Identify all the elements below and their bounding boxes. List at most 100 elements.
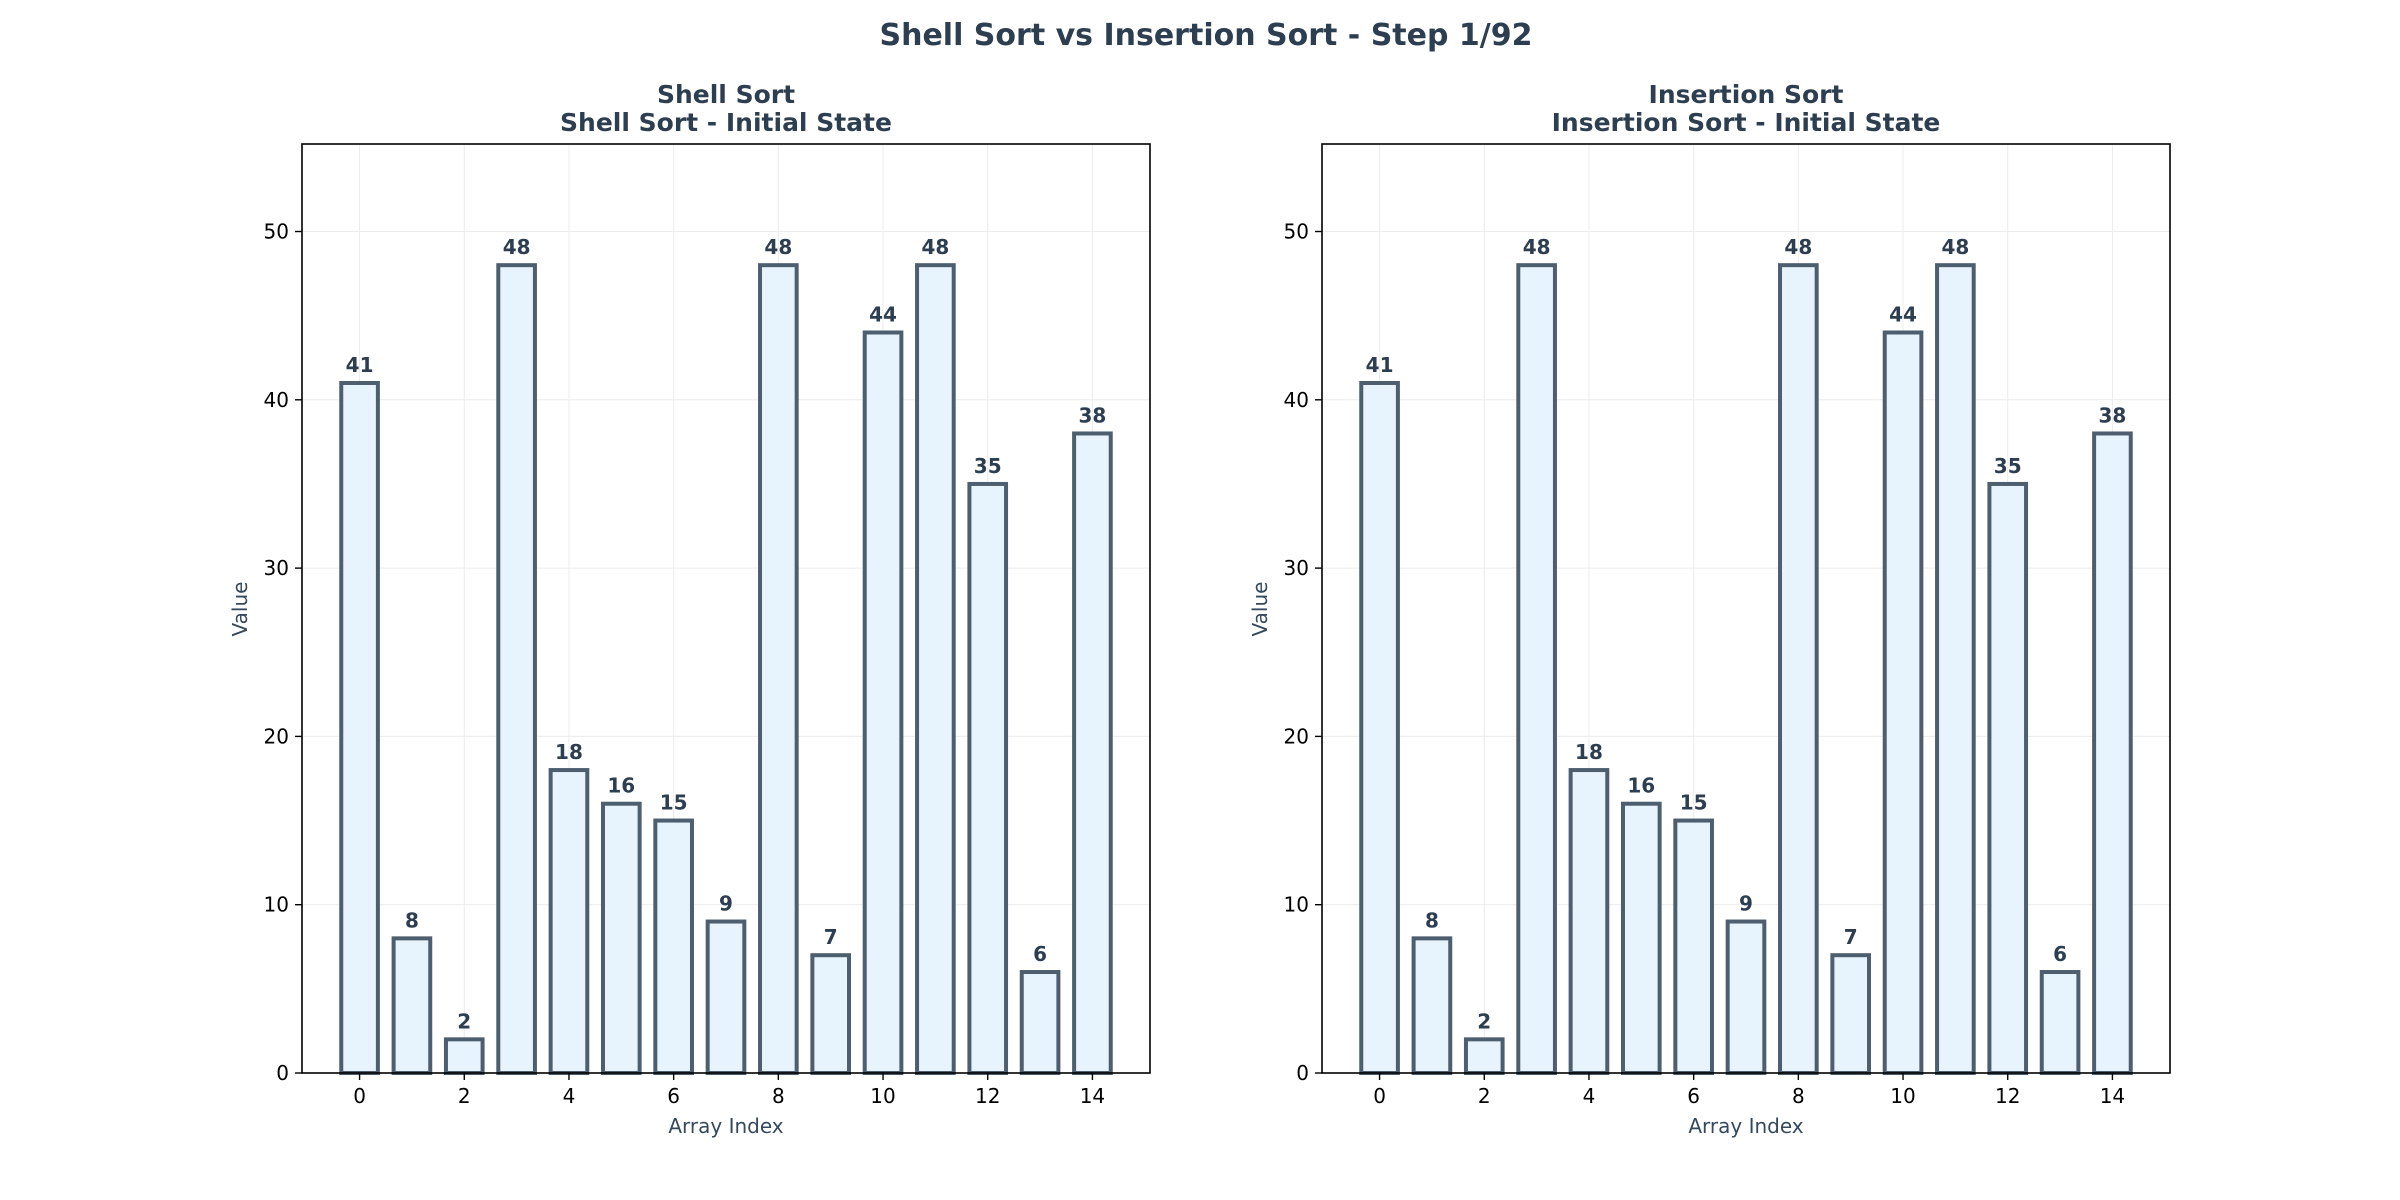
shell-sort-title: Shell Sort (657, 80, 795, 109)
shell-sort-bar (915, 263, 956, 1076)
insertion-sort-bar (1987, 481, 2029, 1075)
shell-sort-y-tick-label: 40 (264, 388, 289, 412)
shell-sort-bar-value-label: 7 (824, 925, 838, 949)
shell-sort-x-tick-label: 10 (870, 1084, 895, 1108)
shell-sort-plot-frame (301, 143, 1151, 1074)
insertion-sort-panel: Insertion Sort Insertion Sort - Initial … (1248, 80, 2171, 1138)
shell-sort-subtitle: Shell Sort - Initial State (560, 108, 892, 137)
shell-sort-x-axis-label: Array Index (668, 1114, 783, 1138)
shell-sort-x-tick-label: 2 (458, 1084, 471, 1108)
shell-sort-bar (758, 263, 799, 1076)
insertion-sort-bar-value-label: 44 (1889, 302, 1917, 326)
insertion-sort-x-tick-label: 10 (1890, 1084, 1915, 1108)
shell-sort-bar-value-label: 44 (869, 302, 897, 326)
insertion-sort-bars (1359, 263, 2133, 1076)
shell-sort-bar-value-label: 8 (405, 908, 419, 932)
insertion-sort-x-tick-label: 2 (1478, 1084, 1491, 1108)
shell-sort-y-tick-label: 0 (276, 1061, 289, 1085)
insertion-sort-x-tick-label: 6 (1687, 1084, 1700, 1108)
shell-sort-y-tick-label: 30 (264, 556, 289, 580)
shell-sort-bar-value-label: 2 (457, 1009, 471, 1033)
shell-sort-x-tick-label: 8 (772, 1084, 785, 1108)
shell-sort-y-tick-label: 10 (264, 893, 289, 917)
insertion-sort-x-tick-label: 14 (2100, 1084, 2125, 1108)
shell-sort-bar-value-label: 38 (1078, 403, 1106, 427)
shell-sort-y-axis-ticks: 0 10 20 30 40 50 (264, 220, 302, 1085)
insertion-sort-x-axis-label: Array Index (1688, 1114, 1803, 1138)
insertion-sort-value-labels: 41 8 2 48 18 16 15 9 48 7 44 48 35 6 38 (1366, 235, 2127, 1033)
shell-sort-x-tick-label: 0 (353, 1084, 366, 1108)
shell-sort-bar-value-label: 35 (974, 454, 1002, 478)
insertion-sort-plot-frame (1321, 143, 2171, 1074)
shell-sort-bar (600, 801, 642, 1075)
insertion-sort-bar (1516, 263, 1557, 1076)
shell-sort-y-axis-label: Value (228, 582, 252, 637)
insertion-sort-bar-value-label: 6 (2053, 942, 2067, 966)
shell-sort-bar-value-label: 48 (503, 235, 531, 259)
insertion-sort-bar (2039, 970, 2081, 1075)
shell-sort-bar-value-label: 18 (555, 740, 583, 764)
shell-sort-bar-value-label: 15 (660, 791, 688, 815)
insertion-sort-x-tick-label: 4 (1583, 1084, 1596, 1108)
insertion-sort-bar (1935, 263, 1976, 1076)
shell-sort-x-tick-label: 12 (975, 1084, 1000, 1108)
insertion-sort-y-tick-label: 10 (1284, 893, 1309, 917)
shell-sort-bar (339, 380, 380, 1075)
insertion-sort-y-tick-label: 30 (1284, 556, 1309, 580)
shell-sort-bar (1019, 970, 1061, 1075)
insertion-sort-x-tick-label: 0 (1373, 1084, 1386, 1108)
insertion-sort-bar-value-label: 48 (1523, 235, 1551, 259)
insertion-sort-title: Insertion Sort (1649, 80, 1844, 109)
insertion-sort-bar-value-label: 35 (1994, 454, 2022, 478)
insertion-sort-y-axis-label: Value (1248, 582, 1272, 637)
shell-sort-bar-value-label: 6 (1033, 942, 1047, 966)
shell-sort-y-tick-label: 50 (264, 220, 289, 244)
insertion-sort-bar-value-label: 8 (1425, 908, 1439, 932)
shell-sort-bar-value-label: 48 (921, 235, 949, 259)
insertion-sort-bar-value-label: 18 (1575, 740, 1603, 764)
insertion-sort-x-tick-label: 12 (1995, 1084, 2020, 1108)
insertion-sort-bar-value-label: 41 (1366, 353, 1394, 377)
insertion-sort-bar-value-label: 16 (1627, 774, 1655, 798)
insertion-sort-bar (1673, 818, 1714, 1075)
insertion-sort-bar (1882, 330, 1924, 1076)
figure-title: Shell Sort vs Insertion Sort - Step 1/92 (879, 18, 1532, 53)
insertion-sort-y-tick-label: 0 (1296, 1061, 1309, 1085)
shell-sort-panel: Shell Sort Shell Sort - Initial State 41… (228, 80, 1151, 1138)
shell-sort-bar (1072, 431, 1113, 1075)
shell-sort-bar (862, 330, 904, 1076)
shell-sort-bar-value-label: 16 (607, 774, 635, 798)
shell-sort-bar-value-label: 41 (346, 353, 374, 377)
shell-sort-bar-value-label: 9 (719, 892, 733, 916)
insertion-sort-bar-value-label: 48 (1784, 235, 1812, 259)
shell-sort-bar (967, 481, 1009, 1075)
insertion-sort-x-tick-label: 8 (1792, 1084, 1805, 1108)
shell-sort-bar (391, 936, 433, 1075)
insertion-sort-bar (1725, 919, 1767, 1075)
insertion-sort-bar (1359, 380, 1400, 1075)
insertion-sort-bar-value-label: 7 (1844, 925, 1858, 949)
insertion-sort-y-tick-label: 40 (1284, 388, 1309, 412)
insertion-sort-bar-value-label: 15 (1680, 791, 1708, 815)
insertion-sort-bar (1620, 801, 1662, 1075)
insertion-sort-bar (1568, 768, 1610, 1076)
insertion-sort-y-axis-ticks: 0 10 20 30 40 50 (1284, 220, 1322, 1085)
insertion-sort-x-axis-ticks: 0 2 4 6 8 10 12 14 (1373, 1073, 2125, 1108)
insertion-sort-bar (1830, 953, 1872, 1075)
shell-sort-bar (653, 818, 694, 1075)
shell-sort-bars (339, 263, 1113, 1076)
insertion-sort-bar (2092, 431, 2133, 1075)
shell-sort-x-tick-label: 6 (667, 1084, 680, 1108)
shell-sort-bar-value-label: 48 (764, 235, 792, 259)
shell-sort-x-tick-label: 14 (1080, 1084, 1105, 1108)
shell-sort-value-labels: 41 8 2 48 18 16 15 9 48 7 44 48 35 6 38 (346, 235, 1107, 1033)
insertion-sort-bar (1778, 263, 1819, 1076)
shell-sort-bar (810, 953, 852, 1075)
shell-sort-y-tick-label: 20 (264, 724, 289, 748)
insertion-sort-bar (1411, 936, 1453, 1075)
shell-sort-bar (548, 768, 590, 1076)
insertion-sort-y-tick-label: 20 (1284, 724, 1309, 748)
shell-sort-bar (705, 919, 747, 1075)
insertion-sort-bar-value-label: 48 (1941, 235, 1969, 259)
